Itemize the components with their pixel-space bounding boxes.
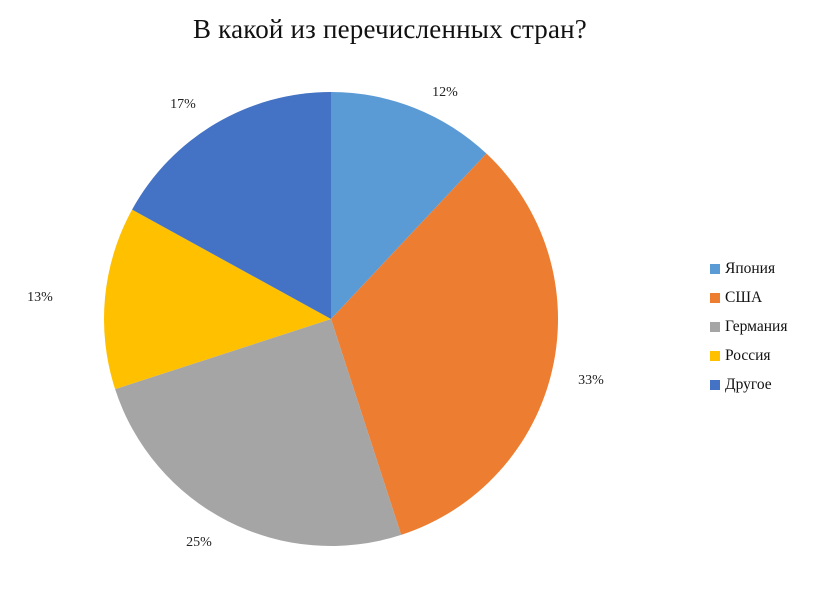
legend-swatch-germany — [710, 321, 720, 332]
data-label-japan: 12% — [432, 85, 458, 100]
legend-item-germany: Германия — [710, 312, 815, 341]
legend-item-other: Другое — [710, 370, 815, 399]
legend-label-japan: Япония — [725, 259, 776, 277]
legend-label-usa: США — [725, 288, 763, 306]
legend: Япония США Германия Россия Другое — [710, 254, 815, 399]
data-label-usa: 33% — [578, 373, 604, 388]
legend-swatch-usa — [710, 292, 720, 303]
pie-slice-russia — [103, 209, 332, 390]
pie-slice-usa — [331, 153, 559, 535]
data-label-germany: 25% — [186, 535, 212, 550]
chart-title: В какой из перечисленных стран? — [193, 14, 587, 44]
pie-slice-japan — [331, 92, 487, 319]
data-label-russia: 13% — [27, 290, 53, 305]
legend-label-germany: Германия — [725, 317, 788, 335]
data-label-other: 17% — [170, 97, 196, 112]
legend-swatch-russia — [710, 350, 720, 361]
legend-label-other: Другое — [725, 375, 772, 393]
legend-label-russia: Россия — [725, 346, 771, 364]
legend-item-usa: США — [710, 283, 815, 312]
legend-item-japan: Япония — [710, 254, 815, 283]
legend-item-russia: Россия — [710, 341, 815, 370]
legend-swatch-japan — [710, 263, 720, 274]
legend-swatch-other — [710, 379, 720, 390]
pie-slice-other — [132, 92, 331, 319]
pie-slice-germany — [115, 319, 402, 547]
